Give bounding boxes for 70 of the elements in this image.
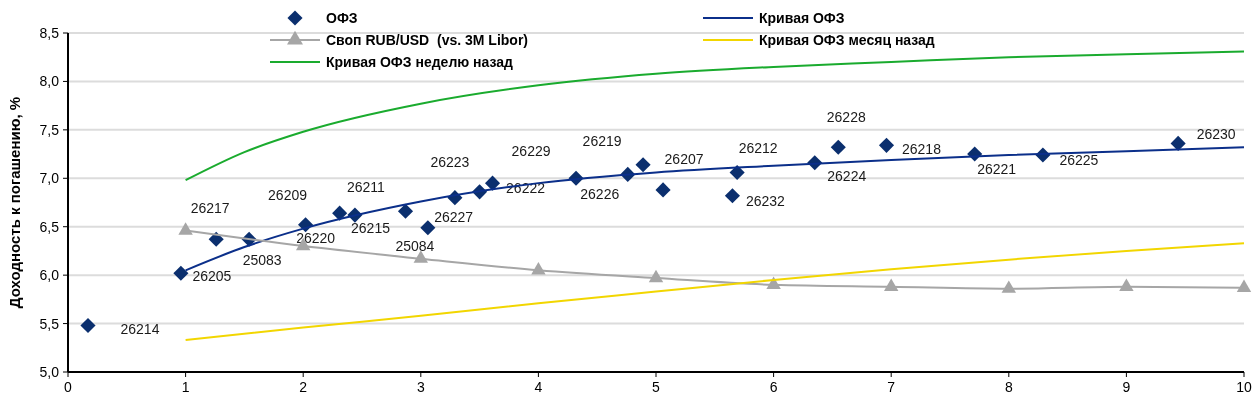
annotation: 26223 (430, 153, 470, 170)
x-tick-label: 3 (416, 379, 425, 395)
x-tick-label: 6 (769, 379, 778, 395)
y-tick-label: 5,0 (39, 364, 60, 380)
point (648, 269, 664, 283)
annotation: 26225 (1059, 152, 1099, 169)
y-tick-label: 8,0 (39, 73, 60, 90)
point (332, 205, 348, 221)
point (878, 137, 895, 153)
x-tick-label: 7 (887, 379, 896, 395)
annotation: 26232 (745, 192, 786, 209)
point (178, 222, 193, 235)
y-tick-label: 7,5 (39, 121, 60, 138)
point (531, 261, 546, 275)
point (1170, 135, 1186, 151)
annotation: 26226 (580, 186, 620, 203)
annotation: 26221 (977, 161, 1017, 178)
legend-label: ОФЗ (326, 10, 358, 26)
y-tick-label: 6,0 (39, 267, 60, 284)
x-tick-label: 4 (534, 379, 543, 395)
legend-label: Кривая ОФЗ (759, 10, 845, 26)
legend-label: Кривая ОФЗ месяц назад (759, 32, 935, 48)
annotation: 26219 (582, 132, 622, 149)
x-tick-label: 8 (1004, 379, 1013, 395)
point (724, 188, 740, 204)
x-tick-label: 2 (299, 379, 308, 395)
annotation: 26214 (120, 320, 160, 337)
x-tick-label: 5 (652, 379, 661, 395)
annotation: 26220 (296, 230, 336, 247)
point (1119, 278, 1134, 291)
annotation: 26228 (826, 109, 866, 126)
point (420, 220, 436, 236)
point (635, 157, 651, 173)
point (413, 250, 429, 263)
x-tick-label: 10 (1236, 379, 1252, 395)
point (729, 164, 745, 181)
annotation: 26218 (902, 141, 942, 158)
point (397, 203, 414, 219)
y-tick-label: 5,5 (39, 315, 60, 332)
annotation: 26230 (1196, 126, 1236, 143)
x-tick-label: 9 (1122, 379, 1131, 395)
y-tick-label: 8,5 (39, 25, 60, 41)
y-tick-label: 6,5 (39, 218, 60, 235)
annotation: 26205 (192, 268, 232, 285)
annotation: 26224 (827, 167, 867, 184)
y-axis-title: Доходность к погашению, % (6, 96, 23, 309)
point (655, 182, 671, 198)
annotation: 26215 (351, 220, 391, 237)
point (173, 265, 189, 281)
annotation: 26227 (434, 208, 474, 225)
line-series (184, 50, 1245, 182)
annotation: 25084 (395, 237, 435, 254)
legend-label: Своп RUB/USD (vs. 3M Libor) (326, 32, 528, 48)
point (1236, 279, 1252, 292)
point (883, 278, 899, 291)
x-tick-label: 1 (181, 379, 190, 395)
point (1001, 280, 1017, 293)
annotation: 26209 (268, 186, 308, 203)
annotation: 26207 (664, 150, 704, 167)
legend-label: Кривая ОФЗ неделю назад (326, 54, 514, 70)
annotation: 26229 (511, 143, 551, 160)
y-tick-label: 7,0 (39, 170, 60, 187)
annotation: 25083 (242, 252, 282, 269)
annotation: 26217 (190, 200, 230, 217)
point (830, 139, 846, 155)
point (484, 175, 501, 191)
annotation: 26212 (738, 140, 778, 157)
x-tick-label: 0 (64, 379, 73, 395)
line-series (184, 242, 1245, 342)
annotation: 26211 (346, 179, 386, 196)
